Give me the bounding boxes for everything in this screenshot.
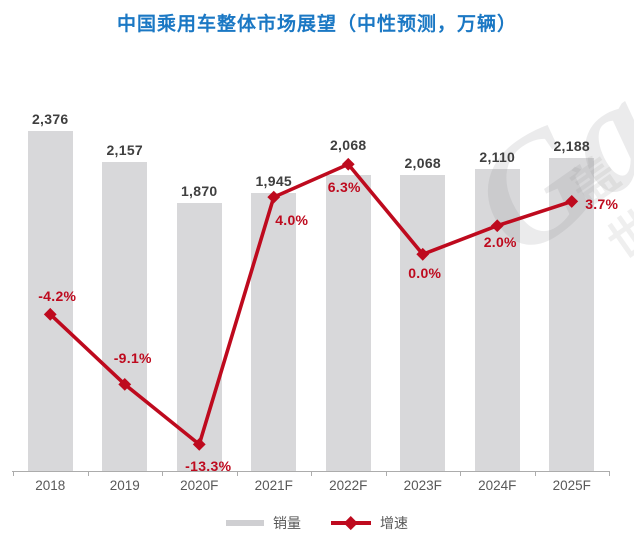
x-axis-tick — [87, 471, 89, 476]
legend: 销量 增速 — [0, 513, 634, 533]
growth-label-2024F: 2.0% — [483, 233, 517, 250]
growth-label-2022F: 6.3% — [327, 179, 361, 196]
bar-value-2025F: 2,188 — [553, 137, 591, 154]
bar-value-2021F: 1,945 — [255, 172, 293, 189]
x-axis-tick — [609, 471, 610, 476]
growth-label-2019: -9.1% — [113, 350, 152, 367]
x-label-2022F: 2022F — [329, 478, 368, 493]
legend-growth-label: 增速 — [380, 515, 408, 531]
bar-value-2023F: 2,068 — [404, 155, 442, 172]
x-label-2019: 2019 — [109, 478, 140, 493]
x-axis-tick — [460, 471, 461, 476]
bar-value-2024F: 2,110 — [479, 149, 516, 166]
growth-label-2021F: 4.0% — [275, 212, 309, 229]
growth-marker-2022F — [341, 157, 355, 171]
x-axis-tick — [534, 471, 536, 476]
x-axis-tick — [311, 471, 312, 476]
x-label-2020F: 2020F — [180, 478, 219, 493]
legend-diamond-icon — [344, 516, 358, 530]
bar-value-2018: 2,376 — [31, 111, 69, 127]
bar-2020F — [176, 203, 222, 471]
x-axis-tick — [162, 471, 163, 476]
x-label-2025F: 2025F — [552, 478, 591, 493]
bar-2022F — [325, 175, 371, 471]
bar-2023F — [400, 175, 446, 471]
x-axis-tick — [236, 471, 238, 476]
x-axis-tick — [13, 471, 14, 476]
legend-line-swatch — [331, 516, 371, 530]
bar-value-2020F: 1,870 — [180, 183, 218, 200]
growth-label-2018: -4.2% — [38, 288, 77, 305]
legend-bar-swatch — [226, 520, 264, 526]
bar-value-2022F: 2,068 — [329, 137, 367, 154]
growth-label-2020F: -13.3% — [185, 458, 232, 475]
bar-2019 — [102, 162, 148, 471]
x-axis-tick — [385, 471, 387, 476]
x-label-2021F: 2021F — [254, 478, 293, 493]
growth-label-2025F: 3.7% — [585, 196, 619, 213]
legend-sales-label: 销量 — [273, 515, 301, 531]
growth-label-2023F: 0.0% — [408, 265, 442, 282]
bar-2021F — [251, 192, 297, 471]
chart-title: 中国乘用车整体市场展望（中性预测，万辆） — [116, 14, 517, 35]
bar-value-2019: 2,157 — [106, 142, 144, 159]
x-label-2018: 2018 — [35, 478, 66, 493]
x-label-2024F: 2024F — [478, 478, 517, 493]
bar-2024F — [474, 169, 520, 471]
x-label-2023F: 2023F — [403, 478, 442, 493]
